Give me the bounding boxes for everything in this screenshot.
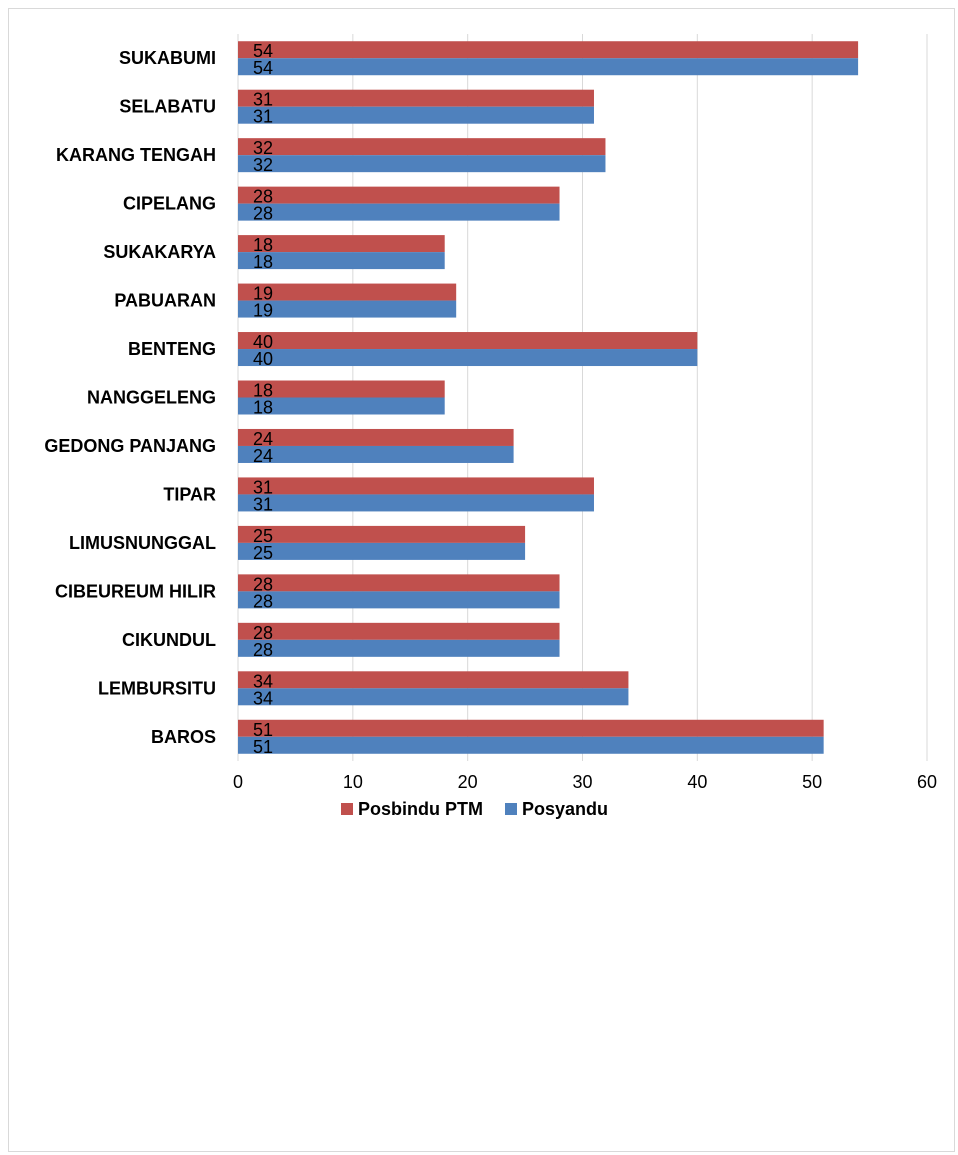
category-labels: BAROS LEMBURSITU CIKUNDUL CIBEUREUM HILIR LI… [44, 48, 216, 747]
data-label-posbindu-ptm-sukakarya: 18 [253, 235, 273, 255]
bar-posbindu-ptm-baros [238, 719, 824, 737]
data-label-posyandu-benteng: 40 [253, 349, 273, 369]
data-label-posbindu-ptm-baros: 51 [253, 720, 273, 740]
bar-posbindu-ptm-lembursitu [238, 671, 629, 689]
category-label-pabuaran: PABUARAN [114, 291, 216, 311]
category-label-cipelang: CIPELANG [123, 194, 216, 214]
data-label-posyandu-nanggeleng: 18 [253, 398, 273, 418]
x-axis-ticks: 0 10 20 30 40 50 60 [233, 772, 937, 792]
bar-posbindu-ptm-cibeureum-hilir [238, 574, 560, 592]
bar-posbindu-ptm-pabuaran [238, 283, 457, 301]
category-label-benteng: BENTENG [128, 339, 216, 359]
category-label-karang-tengah: KARANG TENGAH [56, 145, 216, 165]
legend-label-posyandu: Posyandu [522, 799, 608, 819]
bar-posbindu-ptm-nanggeleng [238, 380, 445, 398]
data-labels: 5151343428282828252531312424181840401919… [253, 41, 273, 757]
bar-posbindu-ptm-tipar [238, 477, 594, 495]
data-label-posyandu-cipelang: 28 [253, 204, 273, 224]
x-tick-label-30: 30 [572, 772, 592, 792]
category-label-lembursitu: LEMBURSITU [98, 678, 216, 698]
data-label-posyandu-karang-tengah: 32 [253, 155, 273, 175]
data-label-posbindu-ptm-lembursitu: 34 [253, 671, 273, 691]
data-label-posyandu-cibeureum-hilir: 28 [253, 591, 273, 611]
data-label-posbindu-ptm-cikundul: 28 [253, 623, 273, 643]
category-label-sukabumi: SUKABUMI [119, 48, 216, 68]
bar-posbindu-ptm-benteng [238, 332, 698, 350]
data-label-posyandu-sukakarya: 18 [253, 252, 273, 272]
bar-posyandu-benteng [238, 349, 698, 367]
legend-swatch-posyandu [505, 803, 517, 815]
category-label-cibeureum-hilir: CIBEUREUM HILIR [55, 581, 216, 601]
data-label-posbindu-ptm-gedong-panjang: 24 [253, 429, 273, 449]
data-label-posbindu-ptm-benteng: 40 [253, 332, 273, 352]
bar-posbindu-ptm-karang-tengah [238, 138, 606, 156]
bar-posyandu-nanggeleng [238, 397, 445, 415]
bar-posyandu-selabatu [238, 106, 594, 124]
data-label-posbindu-ptm-cipelang: 28 [253, 187, 273, 207]
x-tick-label-0: 0 [233, 772, 243, 792]
legend-label-posbindu-ptm: Posbindu PTM [358, 799, 483, 819]
data-label-posyandu-sukabumi: 54 [253, 58, 273, 78]
bar-posbindu-ptm-limusnunggal [238, 525, 526, 543]
data-label-posbindu-ptm-pabuaran: 19 [253, 284, 273, 304]
bar-posbindu-ptm-cipelang [238, 186, 560, 204]
data-label-posbindu-ptm-karang-tengah: 32 [253, 138, 273, 158]
bar-posyandu-cibeureum-hilir [238, 591, 560, 609]
data-label-posyandu-cikundul: 28 [253, 640, 273, 660]
data-label-posyandu-tipar: 31 [253, 494, 273, 514]
bar-posbindu-ptm-sukabumi [238, 41, 859, 59]
category-label-gedong-panjang: GEDONG PANJANG [44, 436, 216, 456]
bar-posyandu-sukakarya [238, 252, 445, 270]
category-label-nanggeleng: NANGGELENG [87, 388, 216, 408]
bar-posyandu-limusnunggal [238, 542, 526, 560]
category-label-baros: BAROS [151, 727, 216, 747]
category-label-cikundul: CIKUNDUL [122, 630, 216, 650]
data-label-posyandu-lembursitu: 34 [253, 688, 273, 708]
x-tick-label-20: 20 [458, 772, 478, 792]
bar-posyandu-baros [238, 736, 824, 754]
bar-chart: 5151343428282828252531312424181840401919… [44, 34, 937, 819]
data-label-posbindu-ptm-tipar: 31 [253, 477, 273, 497]
bar-posbindu-ptm-gedong-panjang [238, 428, 514, 446]
bar-posbindu-ptm-selabatu [238, 89, 594, 107]
data-label-posbindu-ptm-selabatu: 31 [253, 90, 273, 110]
bars [238, 41, 859, 754]
bar-posbindu-ptm-sukakarya [238, 235, 445, 253]
bar-posyandu-gedong-panjang [238, 445, 514, 463]
chart-frame: 51 51 34 34 28 28 28 28 25 25 31 31 24 24 18 18 40 40 19 19… [8, 8, 955, 1152]
data-label-posbindu-ptm-cibeureum-hilir: 28 [253, 574, 273, 594]
bar-posyandu-cipelang [238, 203, 560, 221]
category-label-sukakarya: SUKAKARYA [103, 242, 216, 262]
x-tick-label-60: 60 [917, 772, 937, 792]
x-tick-label-40: 40 [687, 772, 707, 792]
data-label-posyandu-selabatu: 31 [253, 107, 273, 127]
bar-posyandu-karang-tengah [238, 155, 606, 173]
bar-posyandu-tipar [238, 494, 594, 512]
bar-posyandu-cikundul [238, 639, 560, 657]
data-label-posyandu-limusnunggal: 25 [253, 543, 273, 563]
category-label-tipar: TIPAR [163, 484, 216, 504]
bar-posyandu-lembursitu [238, 688, 629, 706]
x-tick-label-50: 50 [802, 772, 822, 792]
category-label-limusnunggal: LIMUSNUNGGAL [69, 533, 216, 553]
data-label-posyandu-baros: 51 [253, 737, 273, 757]
bar-posyandu-sukabumi [238, 58, 859, 76]
x-tick-label-10: 10 [343, 772, 363, 792]
data-label-posyandu-pabuaran: 19 [253, 301, 273, 321]
legend-swatch-posbindu-ptm [341, 803, 353, 815]
bar-posyandu-pabuaran [238, 300, 457, 318]
legend: Posbindu PTM Posyandu [341, 799, 608, 819]
data-label-posyandu-gedong-panjang: 24 [253, 446, 273, 466]
category-label-selabatu: SELABATU [119, 97, 216, 117]
data-label-posbindu-ptm-sukabumi: 54 [253, 41, 273, 61]
data-label-posbindu-ptm-limusnunggal: 25 [253, 526, 273, 546]
data-label-posbindu-ptm-nanggeleng: 18 [253, 381, 273, 401]
bar-posbindu-ptm-cikundul [238, 622, 560, 640]
